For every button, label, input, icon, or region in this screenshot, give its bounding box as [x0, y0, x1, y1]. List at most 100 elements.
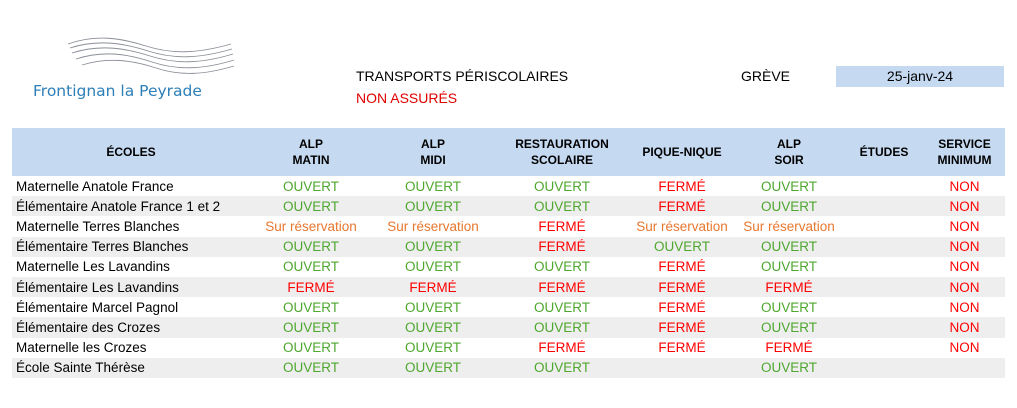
status-cell-restauration: FERMÉ — [538, 340, 586, 356]
status-cell-etudes — [844, 236, 924, 257]
status-cell-etudes — [844, 196, 924, 217]
status-cell-restauration: OUVERT — [533, 178, 590, 194]
waves-logo-icon — [67, 37, 235, 74]
status-cell-alp-midi: Sur réservation — [387, 218, 479, 234]
column-header-line: SCOLAIRE — [530, 153, 593, 167]
status-cell-alp-soir: Sur réservation — [743, 218, 835, 234]
status-cell-pique-nique: FERMÉ — [658, 178, 706, 194]
school-name-cell: Élémentaire Terres Blanches — [12, 236, 250, 257]
status-cell-pique-nique: FERMÉ — [630, 317, 734, 338]
status-cell-pique-nique — [630, 357, 734, 378]
status-cell-pique-nique: FERMÉ — [658, 299, 706, 315]
status-cell-pique-nique: Sur réservation — [636, 218, 728, 234]
status-cell-service-minimum: NON — [924, 317, 1005, 338]
status-cell-etudes — [844, 257, 924, 277]
column-header-line: SERVICE — [938, 137, 991, 151]
table-row: Maternelle Terres Blanches Sur réservatio… — [12, 216, 1005, 236]
column-header-service-minimum: SERVICE MINIMUM — [924, 128, 1005, 176]
table-row: Maternelle Les Lavandins OUVERT OUVERT OUVE… — [12, 257, 1005, 277]
status-cell-restauration: OUVERT — [494, 357, 630, 378]
column-header-pique-nique: PIQUE-NIQUE — [630, 128, 734, 176]
school-name-cell: Maternelle les Crozes — [16, 340, 147, 356]
status-cell-alp-matin: Sur réservation — [265, 218, 357, 234]
status-cell-alp-soir: OUVERT — [734, 236, 844, 257]
status-cell-alp-midi: OUVERT — [372, 236, 494, 257]
school-name-cell: Élémentaire Les Lavandins — [12, 276, 250, 298]
status-cell-alp-matin: FERMÉ — [250, 276, 372, 298]
table-row: École Sainte Thérèse OUVERT OUVERT OUVERT OU… — [12, 357, 1005, 378]
school-name-cell: Élémentaire Anatole France 1 et 2 — [12, 196, 250, 217]
column-header-alp-soir: ALP SOIR — [734, 128, 844, 176]
school-name-cell: École Sainte Thérèse — [12, 357, 250, 378]
city-logo: Frontignan la Peyrade — [30, 28, 260, 108]
status-cell-alp-matin: OUVERT — [282, 259, 339, 275]
status-cell-alp-soir: OUVERT — [760, 299, 817, 315]
status-cell-service-minimum: NON — [924, 196, 1005, 217]
column-header-line: MATIN — [292, 153, 330, 167]
status-cell-alp-midi: OUVERT — [372, 357, 494, 378]
logo-text: Frontignan la Peyrade — [33, 82, 202, 100]
column-header-school: ÉCOLES — [12, 128, 250, 176]
status-cell-restauration: OUVERT — [533, 259, 590, 275]
status-cell-etudes — [844, 357, 924, 378]
school-name-cell: Élémentaire Marcel Pagnol — [16, 299, 179, 315]
table-row: Maternelle les Crozes OUVERT OUVERT FERMÉ FE… — [12, 338, 1005, 358]
status-cell-etudes — [844, 338, 924, 358]
column-header-etudes: ÉTUDES — [844, 128, 924, 176]
school-name-cell: Maternelle Les Lavandins — [16, 259, 170, 275]
table-row: Élémentaire Les Lavandins FERMÉ FERMÉ FERMÉ… — [12, 276, 1005, 298]
status-cell-etudes — [844, 297, 924, 317]
status-cell-restauration: OUVERT — [494, 317, 630, 338]
column-header-line: ÉCOLES — [106, 145, 156, 159]
status-cell-alp-soir: OUVERT — [760, 178, 817, 194]
status-cell-service-minimum: NON — [949, 340, 980, 356]
status-cell-restauration: FERMÉ — [494, 236, 630, 257]
event-label: GRÈVE — [741, 68, 791, 84]
column-header-alp-matin: ALP MATIN — [250, 128, 372, 176]
column-header-line: MIDI — [420, 153, 446, 167]
column-header-line: PIQUE-NIQUE — [642, 145, 722, 159]
status-cell-service-minimum: NON — [949, 178, 980, 194]
table-body: Maternelle Anatole France OUVERT OUVERT OUV… — [12, 176, 1005, 378]
status-cell-etudes — [844, 216, 924, 236]
status-cell-etudes — [844, 176, 924, 196]
column-header-line: RESTAURATION — [515, 137, 609, 151]
school-name-cell: Maternelle Terres Blanches — [16, 218, 180, 234]
status-cell-restauration: OUVERT — [533, 299, 590, 315]
status-cell-alp-matin: OUVERT — [282, 340, 339, 356]
status-cell-alp-soir: OUVERT — [734, 196, 844, 217]
status-cell-service-minimum — [924, 357, 1005, 378]
status-cell-alp-midi: OUVERT — [372, 317, 494, 338]
status-cell-service-minimum: NON — [949, 259, 980, 275]
services-table-container: ÉCOLES ALP MATIN ALP MIDI RESTAURATION SCOLAIR… — [12, 128, 1005, 378]
status-cell-alp-midi: OUVERT — [404, 178, 461, 194]
column-header-line: MINIMUM — [937, 153, 992, 167]
status-cell-alp-matin: OUVERT — [282, 178, 339, 194]
services-table: ÉCOLES ALP MATIN ALP MIDI RESTAURATION SCOLAIR… — [12, 128, 1005, 378]
status-cell-alp-soir: FERMÉ — [765, 340, 813, 356]
column-header-line: ÉTUDES — [859, 145, 909, 159]
status-cell-alp-soir: OUVERT — [734, 357, 844, 378]
table-row: Maternelle Anatole France OUVERT OUVERT OUV… — [12, 176, 1005, 196]
document-title: TRANSPORTS PÉRISCOLAIRES — [356, 68, 569, 84]
status-cell-alp-midi: OUVERT — [372, 196, 494, 217]
status-cell-service-minimum: NON — [949, 299, 980, 315]
status-cell-pique-nique: OUVERT — [630, 236, 734, 257]
column-header-line: ALP — [421, 137, 445, 151]
status-cell-service-minimum: NON — [949, 218, 980, 234]
status-cell-alp-midi: OUVERT — [404, 299, 461, 315]
status-cell-alp-midi: OUVERT — [404, 259, 461, 275]
status-cell-pique-nique: FERMÉ — [630, 196, 734, 217]
school-name-cell: Élémentaire des Crozes — [12, 317, 250, 338]
column-header-line: ALP — [299, 137, 323, 151]
status-cell-pique-nique: FERMÉ — [658, 259, 706, 275]
table-row: Élémentaire Terres Blanches OUVERT OUVERT F… — [12, 236, 1005, 257]
date-cell: 25-janv-24 — [836, 66, 1004, 87]
column-header-restauration: RESTAURATION SCOLAIRE — [494, 128, 630, 176]
status-cell-alp-matin: OUVERT — [250, 357, 372, 378]
column-header-alp-midi: ALP MIDI — [372, 128, 494, 176]
status-cell-service-minimum: NON — [924, 236, 1005, 257]
status-cell-restauration: FERMÉ — [538, 218, 586, 234]
document-subtitle: NON ASSURÉS — [356, 90, 458, 106]
table-header-row: ÉCOLES ALP MATIN ALP MIDI RESTAURATION SCOLAIR… — [12, 128, 1005, 176]
